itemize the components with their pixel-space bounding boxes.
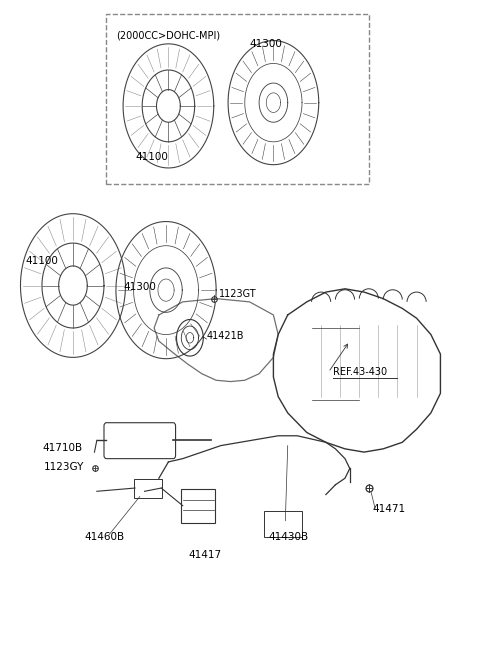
Text: 41471: 41471 (372, 504, 406, 514)
Text: (2000CC>DOHC-MPI): (2000CC>DOHC-MPI) (116, 31, 220, 41)
Text: 41300: 41300 (250, 39, 282, 49)
Text: 41100: 41100 (135, 152, 168, 162)
Text: 1123GT: 1123GT (218, 289, 256, 298)
Text: 41430B: 41430B (269, 532, 309, 543)
Text: 41300: 41300 (123, 282, 156, 292)
Text: 41710B: 41710B (42, 443, 82, 453)
Text: 41460B: 41460B (85, 532, 125, 543)
Text: 41100: 41100 (25, 256, 58, 266)
Text: 41421B: 41421B (206, 331, 244, 341)
Text: 1123GY: 1123GY (43, 462, 84, 472)
Text: 41417: 41417 (189, 550, 222, 560)
Text: REF.43-430: REF.43-430 (333, 367, 387, 377)
